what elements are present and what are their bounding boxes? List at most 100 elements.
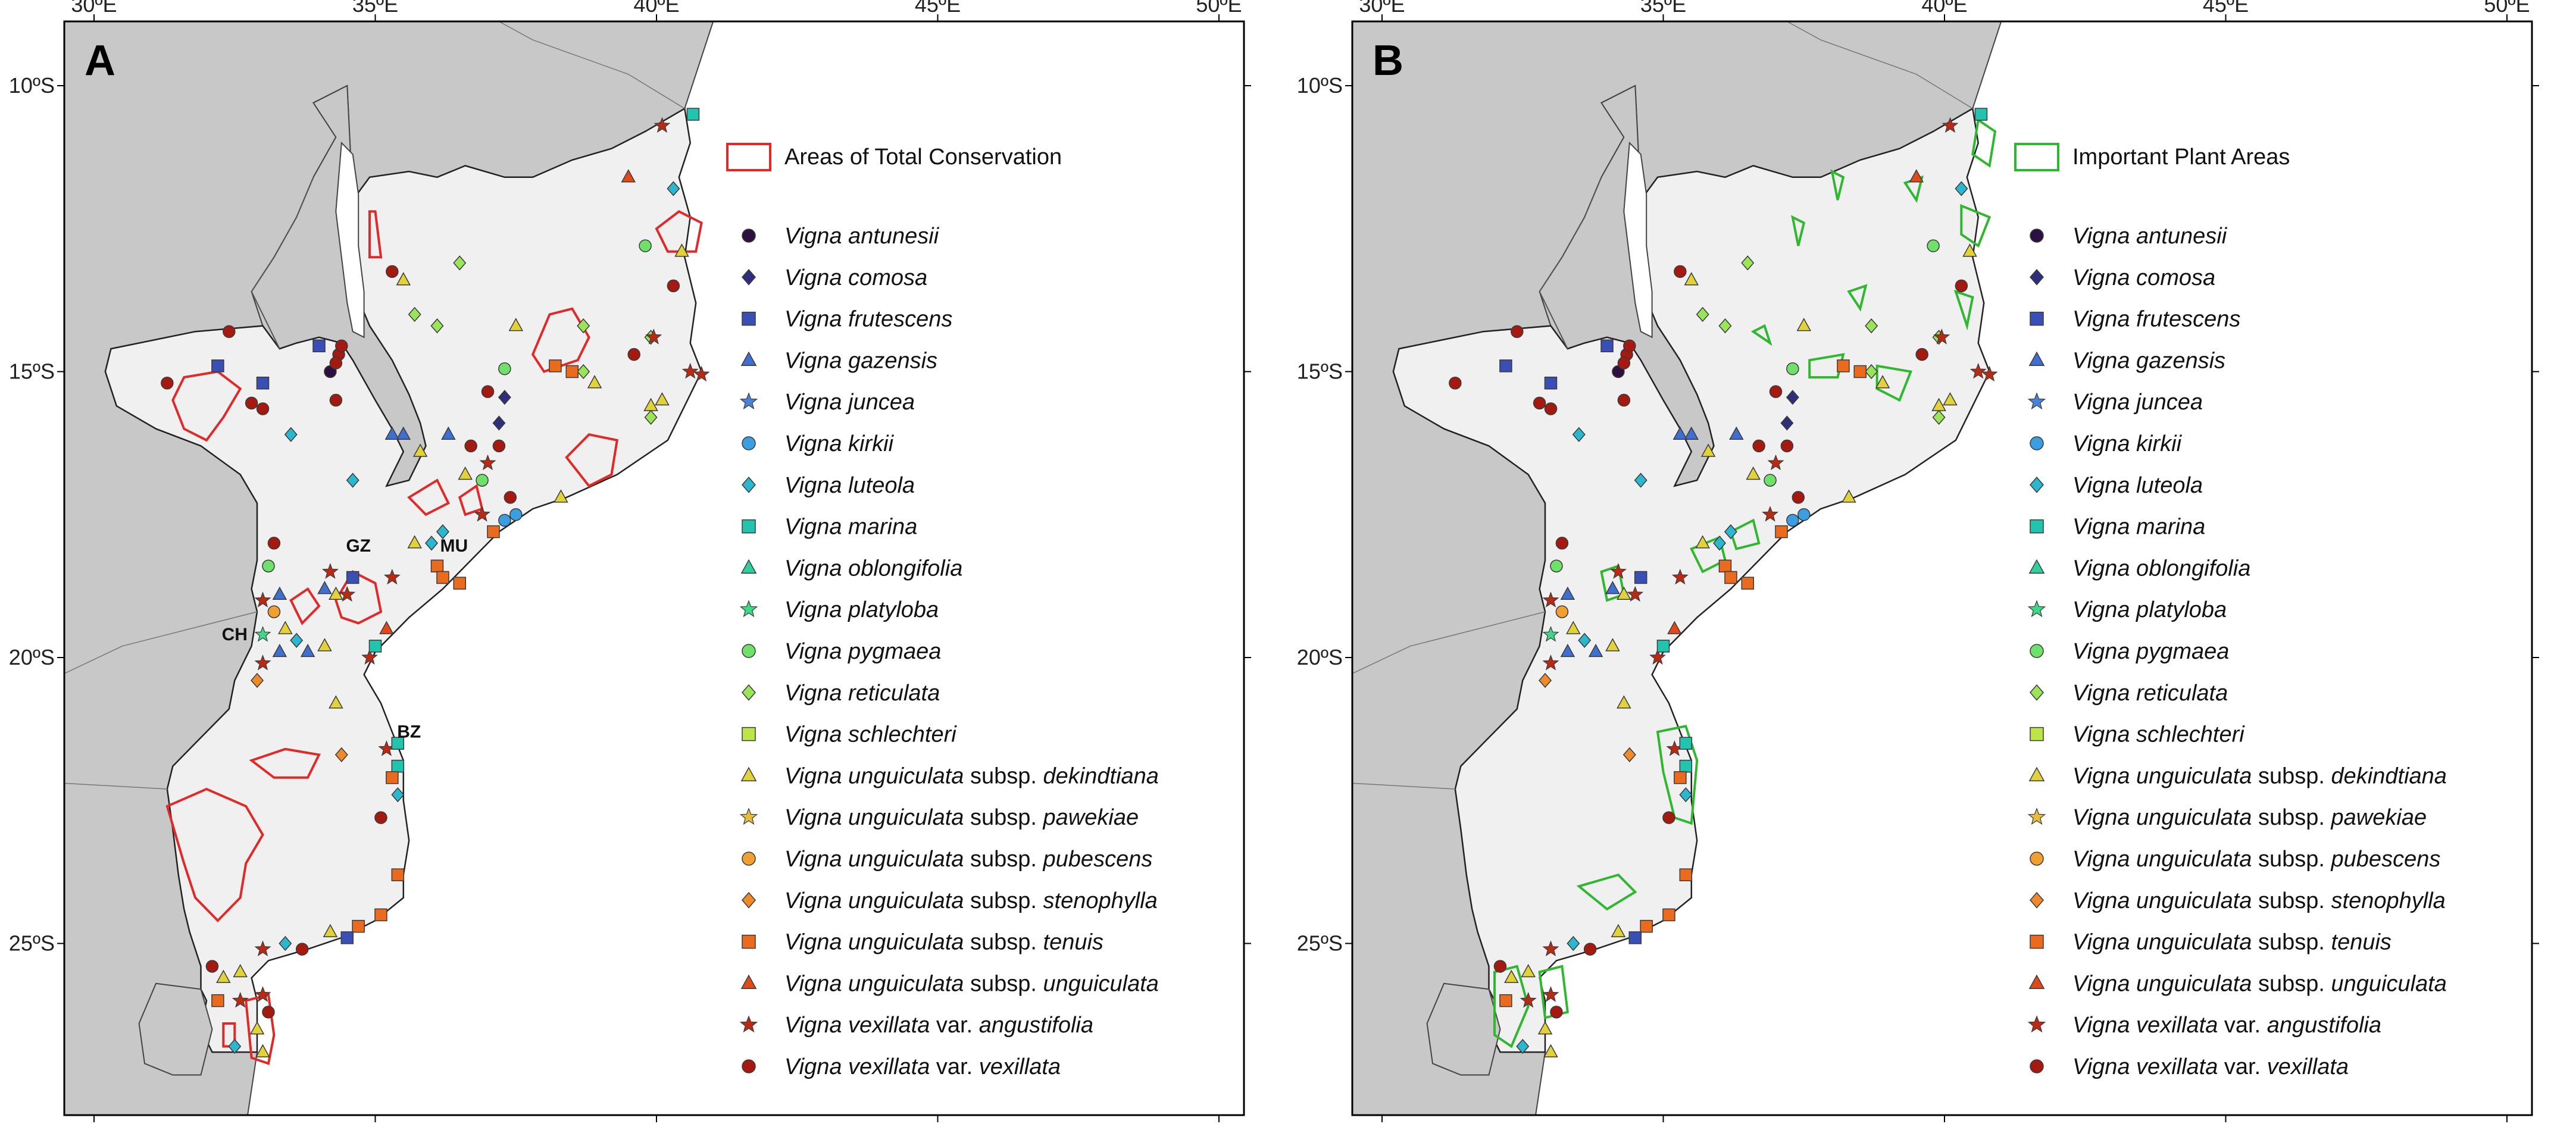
occurrence-marker [295,943,309,956]
legend-marker [2027,392,2046,410]
occurrence-marker [1627,586,1644,602]
occurrence-marker [1713,536,1726,551]
eswatini [138,982,213,1076]
legend-marker [742,644,756,658]
occurrence-marker [1775,525,1788,539]
protected-area-outline [1808,353,1845,379]
region-label: BZ [397,722,421,742]
occurrence-marker [223,325,236,338]
occurrence-marker [1550,559,1563,572]
occurrence-marker [1679,759,1693,773]
lake-malawi [335,141,365,339]
legend-area-label: Areas of Total Conservation [784,145,1062,170]
occurrence-marker [436,571,449,584]
occurrence-marker [667,279,680,293]
occurrence-marker [1724,571,1737,584]
legend-species-label: Vigna juncea [2072,390,2203,415]
occurrence-marker [498,390,511,405]
legend-species-label: Vigna marina [2072,515,2205,540]
occurrence-marker [1542,591,1559,608]
legend-species-label: Vigna oblongifolia [784,556,962,581]
legend-species-label: Vigna frutescens [784,307,952,332]
legend-marker [742,436,756,450]
occurrence-marker [1933,328,1950,345]
legend-species-label: Vigna comosa [2072,265,2215,290]
occurrence-marker [1915,348,1928,361]
occurrence-marker [453,577,466,590]
protected-area-outline [1576,873,1637,911]
legend-area-label: Important Plant Areas [2072,145,2290,170]
occurrence-marker [644,409,658,425]
occurrence-marker [379,621,394,634]
occurrence-marker [1700,443,1716,457]
occurrence-marker [1656,640,1670,653]
occurrence-marker [1718,318,1732,334]
occurrence-marker [474,506,491,522]
protected-area-outline [368,210,383,259]
occurrence-marker [476,474,489,487]
region-label: MU [440,536,468,556]
occurrence-marker [492,415,506,431]
occurrence-marker [323,924,338,938]
protected-area-outline [1971,118,1997,168]
eswatini [1426,982,1501,1076]
occurrence-marker [504,491,517,504]
occurrence-marker [1542,625,1559,642]
occurrence-marker [1724,524,1737,540]
protected-area-outline [1960,204,1992,248]
occurrence-marker [361,649,379,665]
y-tick-label: 25ºS [9,931,55,956]
occurrence-marker [391,737,405,750]
occurrence-marker [1544,402,1558,415]
y-tick-label: 20ºS [1297,645,1343,669]
occurrence-marker [272,643,287,658]
legend-marker [2030,852,2044,866]
occurrence-marker [1696,306,1709,323]
map-panel-b: 30ºE 35ºE 40ºE 45ºE 50ºE 10ºS 15ºS 20ºS 25ºS B Imp… [1288,0,2576,1130]
occurrence-marker [1611,924,1626,938]
occurrence-marker [1640,919,1653,933]
occurrence-marker [1932,409,1946,425]
occurrence-marker [441,426,456,440]
occurrence-marker [1600,339,1614,353]
occurrence-marker [1537,1021,1553,1035]
region-label: CH [222,625,248,644]
occurrence-marker [1767,454,1784,471]
y-tick-label: 15ºS [9,359,55,384]
legend-marker [2028,974,2045,989]
legend-marker [2030,228,2044,243]
panel-letter: B [1373,37,1403,84]
occurrence-points [161,108,710,1057]
occurrence-marker [1674,771,1687,784]
occurrence-marker [1617,586,1631,600]
occurrence-marker [340,931,354,944]
occurrence-marker [1943,392,1958,406]
legend-species-label: Vigna frutescens [2072,307,2240,332]
occurrence-marker [300,643,315,658]
occurrence-marker [267,537,281,550]
occurrence-marker [1667,621,1682,634]
legend-marker [739,1015,758,1033]
legend-marker [742,311,756,326]
legend-species-label: Vigna schlechteri [2072,722,2245,747]
legend-marker [742,727,756,741]
occurrence-marker [1566,621,1581,634]
occurrence-marker [1649,649,1667,665]
occurrence-marker [1741,255,1755,271]
protected-area-outline [289,587,321,625]
occurrence-marker [386,265,399,278]
occurrence-marker [352,919,365,933]
occurrence-points [1449,108,1998,1057]
occurrence-marker [587,375,602,389]
legend: Areas of Total Conservation Vigna antunes… [726,143,1159,1079]
occurrence-marker [211,994,224,1007]
occurrence-marker [245,396,258,410]
legend-marker [2030,477,2044,493]
occurrence-marker [1572,427,1586,442]
legend-species-label: Vigna unguiculata subsp. tenuis [2072,930,2391,955]
occurrence-marker [249,1021,265,1035]
occurrence-marker [674,243,689,257]
border-line [1352,611,1546,674]
legend-species-label: Vigna unguiculata subsp. pubescens [2072,847,2440,872]
occurrence-marker [1493,960,1507,973]
